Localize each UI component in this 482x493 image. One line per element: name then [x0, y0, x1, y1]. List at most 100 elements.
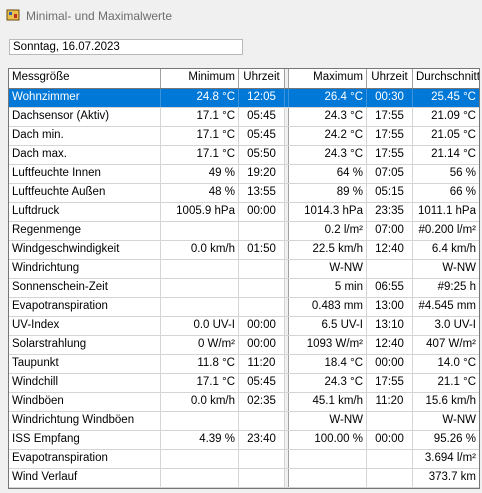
cell-min-time: [239, 260, 285, 278]
cell-avg: 25.45 °C: [431, 91, 476, 103]
column-separator: [285, 298, 289, 316]
table-row[interactable]: Windrichtung W-NW W-NW: [9, 260, 479, 279]
cell-name: Dachsensor (Aktiv): [9, 108, 161, 126]
cell-avg: 6.4 km/h: [431, 243, 476, 255]
cell-avg: 21.05 °C: [431, 129, 476, 141]
cell-max-time: [367, 450, 413, 468]
cell-name: Evapotranspiration: [9, 298, 161, 316]
cell-max-time: 00:30: [367, 89, 413, 107]
table-row[interactable]: ISS Empfang 4.39 % 23:40 100.00 % 00:00 95.26…: [9, 431, 479, 450]
cell-min-time: 19:20: [239, 165, 285, 183]
cell-max: 45.1 km/h: [289, 393, 367, 411]
column-separator: [285, 374, 289, 392]
table-row[interactable]: UV-Index 0.0 UV-I 00:00 6.5 UV-I 13:10 3.0 UV…: [9, 317, 479, 336]
cell-max-time: 07:05: [367, 165, 413, 183]
cell-name: Windböen: [9, 393, 161, 411]
cell-avg: 21.09 °C: [431, 110, 476, 122]
cell-name: Sonnenschein-Zeit: [9, 279, 161, 297]
cell-min: 1005.9 hPa: [161, 203, 239, 221]
cell-min: [161, 298, 239, 316]
table-row[interactable]: Evapotranspiration 0.483 mm 13:00 #4.545 mm: [9, 298, 479, 317]
cell-min-time: 05:50: [239, 146, 285, 164]
cell-name: Windchill: [9, 374, 161, 392]
column-separator: [285, 279, 289, 297]
cell-min: [161, 469, 239, 487]
column-separator: [285, 336, 289, 354]
table-row[interactable]: Solarstrahlung 0 W/m² 00:00 1093 W/m² 12:40 4…: [9, 336, 479, 355]
window-title: Minimal- und Maximalwerte: [26, 9, 173, 23]
cell-max-time: 05:15: [367, 184, 413, 202]
cell-avg: 15.6 km/h: [425, 395, 477, 407]
cell-max: 24.3 °C: [289, 146, 367, 164]
cell-max: 22.5 km/h: [289, 241, 367, 259]
cell-min: 0.0 km/h: [161, 393, 239, 411]
cell-name: Wind Verlauf: [9, 469, 161, 487]
table-row[interactable]: Luftfeuchte Außen 48 % 13:55 89 % 05:15 66 %: [9, 184, 479, 203]
cell-min: 17.1 °C: [161, 374, 239, 392]
cell-max: 26.4 °C: [289, 89, 367, 107]
cell-name: Dach min.: [9, 127, 161, 145]
table-row[interactable]: Evapotranspiration 3.694 l/m²: [9, 450, 479, 469]
table-row[interactable]: Taupunkt 11.8 °C 11:20 18.4 °C 00:00 14.0 °C: [9, 355, 479, 374]
column-separator: [285, 127, 289, 145]
cell-min: 11.8 °C: [161, 355, 239, 373]
cell-max: 64 %: [289, 165, 367, 183]
cell-min: [161, 450, 239, 468]
cell-max-time: 23:35: [367, 203, 413, 221]
column-separator: [285, 89, 289, 107]
column-header-name[interactable]: Messgröße: [9, 69, 161, 88]
cell-min-time: 12:05: [239, 89, 285, 107]
table-row[interactable]: Dach min. 17.1 °C 05:45 24.2 °C 17:55 21.05 °…: [9, 127, 479, 146]
cell-min-time: 13:55: [239, 184, 285, 202]
cell-max: 6.5 UV-I: [289, 317, 367, 335]
cell-name: Solarstrahlung: [9, 336, 161, 354]
cell-min: 0 W/m²: [161, 336, 239, 354]
column-separator: [285, 184, 289, 202]
table-row[interactable]: Windgeschwindigkeit 0.0 km/h 01:50 22.5 km/…: [9, 241, 479, 260]
cell-max: 0.2 l/m²: [289, 222, 367, 240]
table-row[interactable]: Windchill 17.1 °C 05:45 24.3 °C 17:55 21.1 °C: [9, 374, 479, 393]
cell-max: 89 %: [289, 184, 367, 202]
cell-name: UV-Index: [9, 317, 161, 335]
table-row[interactable]: Luftdruck 1005.9 hPa 00:00 1014.3 hPa 23:35 1…: [9, 203, 479, 222]
cell-min-time: 05:45: [239, 108, 285, 126]
cell-max: W-NW: [289, 260, 367, 278]
table-row[interactable]: Regenmenge 0.2 l/m² 07:00 #0.200 l/m²: [9, 222, 479, 241]
cell-name: ISS Empfang: [9, 431, 161, 449]
min-max-table[interactable]: Messgröße Minimum Uhrzeit Maximum Uhrzei…: [8, 68, 480, 489]
table-row[interactable]: Windrichtung Windböen W-NW W-NW: [9, 412, 479, 431]
table-row[interactable]: Wohnzimmer 24.8 °C 12:05 26.4 °C 00:30 25.45 …: [9, 89, 479, 108]
cell-name: Regenmenge: [9, 222, 161, 240]
cell-min-time: [239, 450, 285, 468]
column-header-min[interactable]: Minimum: [161, 69, 239, 88]
cell-min: [161, 260, 239, 278]
cell-min-time: 00:00: [239, 336, 285, 354]
column-separator: [285, 165, 289, 183]
cell-avg: 66 %: [449, 186, 476, 198]
cell-max: 1014.3 hPa: [289, 203, 367, 221]
table-row[interactable]: Sonnenschein-Zeit 5 min 06:55 #9:25 h: [9, 279, 479, 298]
cell-avg: 373.7 km: [428, 471, 476, 483]
table-row[interactable]: Wind Verlauf 373.7 km: [9, 469, 479, 488]
cell-avg: W-NW: [442, 414, 476, 426]
cell-min-time: 23:40: [239, 431, 285, 449]
cell-name: Windgeschwindigkeit: [9, 241, 161, 259]
table-row[interactable]: Luftfeuchte Innen 49 % 19:20 64 % 07:05 56 %: [9, 165, 479, 184]
cell-name: Luftfeuchte Außen: [9, 184, 161, 202]
cell-name: Luftfeuchte Innen: [9, 165, 161, 183]
cell-max-time: [367, 412, 413, 430]
column-header-max[interactable]: Maximum: [289, 69, 367, 88]
column-header-max-time[interactable]: Uhrzeit: [367, 69, 413, 88]
cell-max: 100.00 %: [289, 431, 367, 449]
table-row[interactable]: Dach max. 17.1 °C 05:50 24.3 °C 17:55 21.14 °…: [9, 146, 479, 165]
column-header-min-time[interactable]: Uhrzeit: [239, 69, 285, 88]
table-row[interactable]: Dachsensor (Aktiv) 17.1 °C 05:45 24.3 °C 17:…: [9, 108, 479, 127]
cell-min-time: [239, 469, 285, 487]
column-header-avg[interactable]: Durchschnitt: [416, 71, 479, 83]
cell-max: 24.3 °C: [289, 108, 367, 126]
cell-max: [289, 469, 367, 487]
date-field[interactable]: Sonntag, 16.07.2023: [9, 39, 243, 55]
table-body: Wohnzimmer 24.8 °C 12:05 26.4 °C 00:30 25.45 …: [9, 89, 479, 488]
cell-min: 0.0 km/h: [161, 241, 239, 259]
table-row[interactable]: Windböen 0.0 km/h 02:35 45.1 km/h 11:20 15.6 …: [9, 393, 479, 412]
